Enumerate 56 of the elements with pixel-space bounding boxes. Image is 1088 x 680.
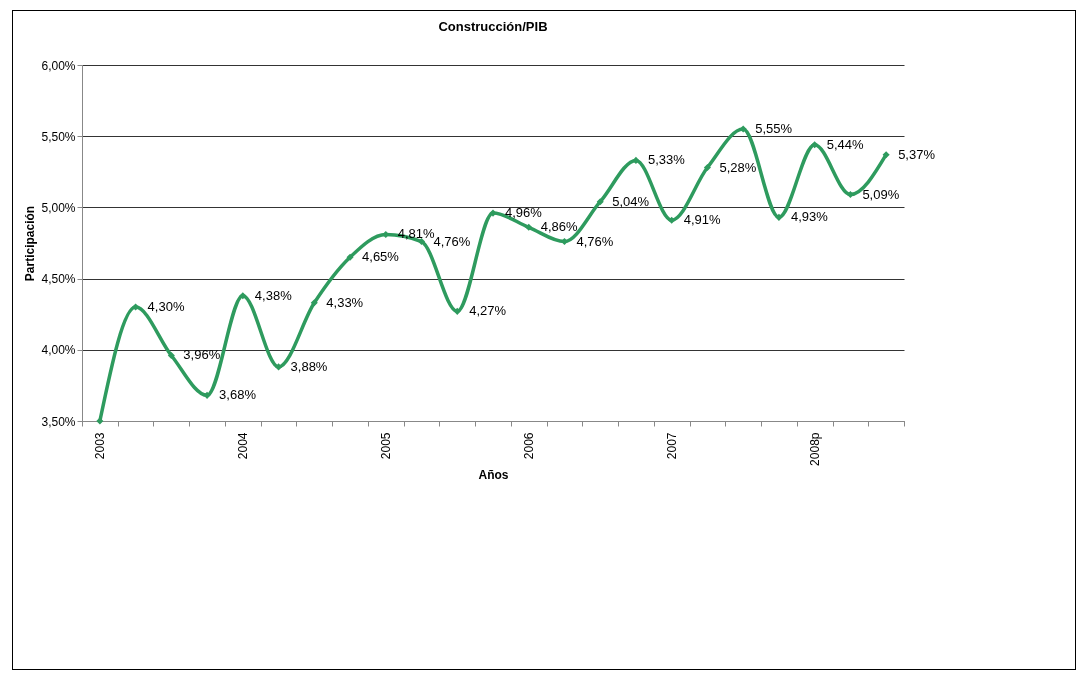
data-label: 4,96%: [505, 205, 543, 221]
data-label: 4,38%: [254, 287, 293, 303]
x-tick-label: 2003: [93, 432, 108, 460]
y-tick-label: 4,50%: [41, 272, 76, 287]
data-label: 5,28%: [719, 159, 757, 175]
y-tick-label: 4,00%: [41, 343, 76, 358]
x-axis-title: Años: [478, 467, 509, 482]
data-label: 4,33%: [326, 294, 364, 310]
point: [632, 156, 640, 164]
y-tick-label: 5,00%: [41, 200, 76, 215]
data-label: 4,86%: [540, 219, 579, 235]
x-tick-label: 2004: [236, 432, 251, 460]
data-label: 3,96%: [183, 347, 221, 363]
point: [346, 253, 354, 261]
y-axis-title: Participación: [23, 205, 38, 282]
point: [203, 391, 211, 399]
point: [167, 351, 175, 360]
point: [525, 223, 533, 231]
point: [811, 141, 819, 149]
data-label: 4,76%: [433, 233, 471, 249]
data-label: 4,93%: [790, 209, 829, 225]
point: [882, 151, 890, 159]
data-label: 3,68%: [219, 387, 257, 403]
y-tick-label: 3,50%: [41, 414, 76, 429]
point: [846, 191, 854, 199]
data-label: 4,76%: [576, 233, 614, 249]
data-label: 4,27%: [469, 303, 507, 319]
point: [489, 209, 497, 217]
x-tick-label: 2006: [522, 432, 537, 460]
data-label: 3,88%: [290, 358, 328, 374]
y-tick-label: 5,50%: [41, 129, 76, 144]
point: [275, 363, 283, 371]
point: [775, 213, 783, 221]
data-label: 5,04%: [612, 193, 650, 209]
data-label: 4,81%: [397, 226, 436, 242]
point: [596, 198, 604, 206]
data-label: 5,33%: [647, 152, 686, 168]
x-tick-label: 2007: [665, 432, 680, 460]
point: [310, 299, 318, 307]
data-label: 4,91%: [683, 212, 721, 228]
point: [96, 417, 104, 425]
x-tick-label: 2008p: [808, 432, 823, 466]
point: [239, 292, 247, 300]
data-label: 5,55%: [755, 121, 793, 137]
point: [703, 163, 711, 172]
data-label: 4,65%: [362, 249, 400, 265]
chart-title: Construcción/PIB: [438, 19, 548, 34]
y-tick-label: 6,00%: [41, 58, 76, 73]
data-label: 5,37%: [898, 146, 936, 162]
data-label: 4,30%: [147, 299, 185, 315]
x-tick-label: 2005: [379, 432, 394, 460]
data-label: 5,09%: [862, 186, 900, 202]
point: [453, 307, 461, 315]
point: [739, 125, 747, 133]
point: [668, 216, 676, 224]
data-label: 5,44%: [826, 136, 864, 152]
